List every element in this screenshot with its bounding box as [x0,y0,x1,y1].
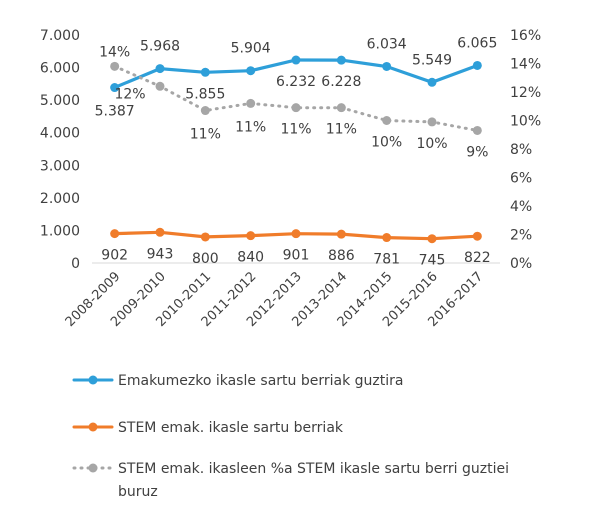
left-axis-tick-label: 7.000 [40,28,80,44]
data-label: 11% [235,119,266,135]
left-axis-tick-label: 2.000 [40,191,80,207]
data-label: 10% [371,135,402,151]
data-label: 943 [147,246,174,262]
data-point [110,229,120,239]
data-point [246,98,256,108]
data-label: 5.904 [231,41,271,57]
legend-marker [88,422,98,432]
left-axis-tick-label: 0 [71,256,80,272]
right-axis-tick-label: 8% [510,142,532,158]
data-label: 11% [190,127,221,143]
legend: Emakumezko ikasle sartu berriak guztira S… [72,373,509,500]
data-label: 5.387 [95,104,135,120]
right-axis-tick-label: 10% [510,114,541,130]
data-point [200,232,210,242]
left-y-axis: 0 1.000 2.000 3.000 4.000 5.000 6.000 7.000 [40,28,80,272]
legend-marker [88,463,98,473]
data-label: 840 [237,250,264,266]
data-label: 6.228 [321,74,361,90]
data-point [427,117,437,127]
data-point [200,67,210,77]
right-axis-tick-label: 4% [510,199,532,215]
data-point [336,55,346,65]
data-label: 10% [416,136,447,152]
right-axis-tick-label: 2% [510,228,532,244]
right-y-axis: 0% 2% 4% 6% 8% 10% 12% 14% 16% [510,28,541,272]
x-axis: 2008-20092009-20102010-20112011-20122012… [63,262,500,330]
right-axis-tick-label: 14% [510,57,541,73]
plot-area: 5.387 5.968 5.855 5.904 6.232 6.228 6.034 5.549… [95,35,498,268]
left-axis-tick-label: 4.000 [40,126,80,142]
data-label: 745 [419,253,446,269]
data-label: 12% [114,86,145,102]
data-point [155,227,165,237]
left-axis-tick-label: 6.000 [40,61,80,77]
data-label: 5.549 [412,52,452,68]
data-label: 902 [101,248,128,264]
data-label: 5.855 [185,86,225,102]
right-axis-tick-label: 12% [510,85,541,101]
data-point [291,229,301,239]
legend-marker [88,375,98,385]
data-point [155,81,165,91]
data-label: 11% [280,122,311,138]
data-label: 6.232 [276,74,316,90]
data-label: 886 [328,248,355,264]
right-axis-tick-label: 0% [510,256,532,272]
data-point [336,103,346,113]
legend-label: STEM emak. ikasleen %a STEM ikasle sartu… [118,461,509,477]
data-point [427,234,437,244]
data-point [472,231,482,241]
right-axis-tick-label: 16% [510,28,541,44]
data-point [336,229,346,239]
data-label: 901 [283,248,310,264]
data-label: 6.065 [457,35,497,51]
data-label: 822 [464,250,491,266]
data-point [472,125,482,135]
right-axis-tick-label: 6% [510,171,532,187]
data-point [291,55,301,65]
series-pct-line [113,64,479,132]
data-label: 781 [373,252,400,268]
data-point [110,61,120,71]
legend-label: buruz [118,484,158,500]
data-point [382,61,392,71]
data-point [427,77,437,87]
data-point [246,66,256,76]
data-point [200,106,210,116]
data-point [472,60,482,70]
data-point [110,83,120,93]
data-label: 5.968 [140,39,180,55]
data-point [291,103,301,113]
left-axis-tick-label: 1.000 [40,223,80,239]
legend-label: Emakumezko ikasle sartu berriak guztira [118,373,403,389]
left-axis-tick-label: 5.000 [40,93,80,109]
data-label: 9% [466,144,488,160]
legend-label: STEM emak. ikasle sartu berriak [118,420,344,436]
data-point [382,233,392,243]
data-label: 11% [326,122,357,138]
data-point [246,231,256,241]
left-axis-tick-label: 3.000 [40,158,80,174]
data-label: 14% [99,44,130,60]
data-point [155,64,165,74]
data-label: 6.034 [367,36,407,52]
data-point [382,116,392,125]
data-label: 800 [192,251,219,267]
